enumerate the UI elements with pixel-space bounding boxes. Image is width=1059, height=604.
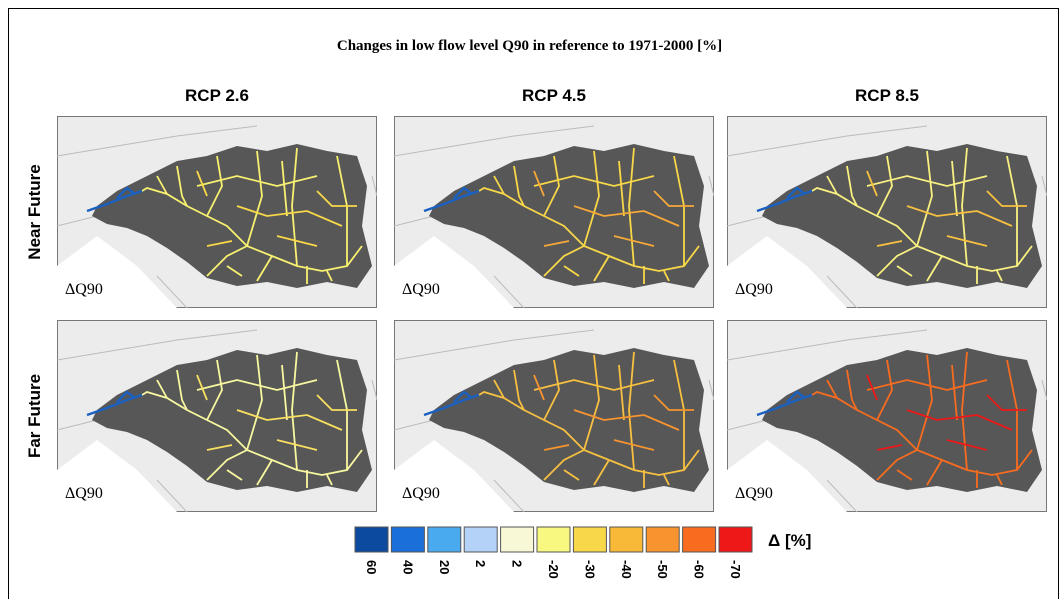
legend-label: 2 xyxy=(473,560,488,567)
legend-label: 2 xyxy=(510,560,525,567)
legend-label: 60 xyxy=(364,560,379,574)
sea xyxy=(727,236,847,308)
sea xyxy=(57,440,177,512)
sea xyxy=(57,236,177,308)
map-panel: ΔQ90 xyxy=(394,320,714,512)
row-header: Far Future xyxy=(25,373,44,459)
sea xyxy=(394,440,514,512)
panel-label: ΔQ90 xyxy=(65,281,103,298)
sea xyxy=(394,236,514,308)
danube-upper xyxy=(86,186,143,213)
legend-swatch xyxy=(354,526,389,553)
borders xyxy=(57,125,377,308)
map-panel: ΔQ90 xyxy=(727,320,1047,512)
column-header: RCP 2.6 xyxy=(185,86,249,105)
borders xyxy=(727,125,1047,308)
borders xyxy=(394,125,714,308)
legend-unit: Δ [%] xyxy=(768,531,811,550)
legend-swatch xyxy=(645,526,680,553)
danube-upper xyxy=(423,186,480,213)
panel-label: ΔQ90 xyxy=(402,485,440,502)
legend-swatch xyxy=(500,526,535,553)
danube-upper xyxy=(86,390,143,417)
figure-title: Changes in low flow level Q90 in referen… xyxy=(336,38,723,54)
borders xyxy=(57,329,377,512)
legend-label: 40 xyxy=(400,560,415,574)
legend-swatch xyxy=(427,526,462,553)
legend-swatch xyxy=(463,526,498,553)
legend-swatch xyxy=(390,526,425,553)
borders xyxy=(394,329,714,512)
row-header: Near Future xyxy=(25,164,44,260)
panel-label: ΔQ90 xyxy=(735,281,773,298)
map-panel: ΔQ90 xyxy=(394,116,714,308)
danube-upper xyxy=(423,390,480,417)
panel-label: ΔQ90 xyxy=(735,485,773,502)
legend-swatch xyxy=(572,526,607,553)
legend-label: -40 xyxy=(619,560,634,579)
sea xyxy=(727,440,847,512)
danube-upper xyxy=(756,186,813,213)
borders xyxy=(727,329,1047,512)
column-header: RCP 4.5 xyxy=(522,86,586,105)
legend-swatch xyxy=(682,526,717,553)
legend-swatch xyxy=(609,526,644,553)
map-panel: ΔQ90 xyxy=(727,116,1047,308)
legend-label: -50 xyxy=(655,560,670,579)
legend-label: -60 xyxy=(692,560,707,579)
map-panel: ΔQ90 xyxy=(57,116,377,308)
legend-swatch xyxy=(536,526,571,553)
legend-label: 20 xyxy=(437,560,452,574)
danube-upper xyxy=(756,390,813,417)
map-panel: ΔQ90 xyxy=(57,320,377,512)
panel-label: ΔQ90 xyxy=(65,485,103,502)
legend-label: -30 xyxy=(582,560,597,579)
panel-label: ΔQ90 xyxy=(402,281,440,298)
legend-label: -70 xyxy=(728,560,743,579)
legend-swatch xyxy=(718,526,753,553)
column-header: RCP 8.5 xyxy=(855,86,919,105)
legend-label: -20 xyxy=(546,560,561,579)
